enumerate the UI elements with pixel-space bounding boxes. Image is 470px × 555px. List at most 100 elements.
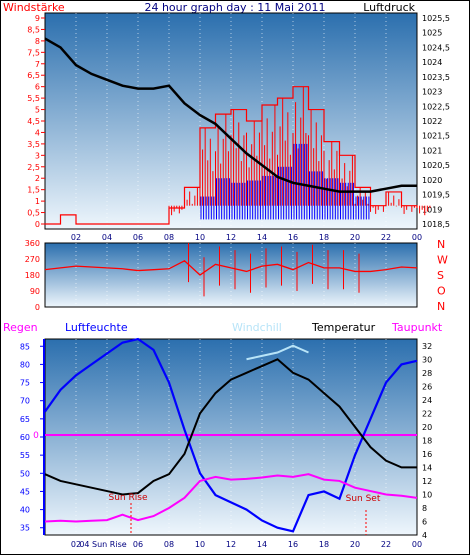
wind-speed-tick-label: 1 (35, 197, 40, 206)
time-tick-label: 22 (381, 233, 391, 242)
time-tick-label: 04 Sun Rise (79, 540, 126, 549)
humidity-tick-label: 40 (20, 506, 30, 515)
wind-speed-tick-label: 4,5 (27, 117, 40, 126)
pressure-tick-label: 1022,5 (422, 102, 450, 111)
humidity-temperature-panel: Regen Luftfeuchte Windchill Temperatur T… (3, 233, 443, 549)
time-tick-label: 14 (257, 540, 267, 549)
humidity-tick-label: 50 (20, 469, 30, 478)
wind-direction-tick-label: 90 (30, 287, 40, 296)
dewpoint-label: Taupunkt (391, 321, 443, 334)
wind-speed-tick-label: 3 (35, 151, 40, 160)
time-tick-label: 18 (319, 233, 329, 242)
humidity-tick-label: 55 (20, 451, 30, 460)
time-tick-label: 02 (71, 233, 81, 242)
pressure-tick-label: 1022 (422, 117, 442, 126)
time-tick-label: 16 (288, 540, 298, 549)
humidity-axis: 35 40 45 50 55 60 65 70 75 80 85 (20, 342, 44, 533)
top-series (44, 37, 431, 225)
wind-direction-axis: 0 90 180 270 360 (25, 239, 40, 312)
sunrise-label: Sun Rise (109, 493, 148, 503)
pressure-tick-label: 1021 (422, 146, 442, 155)
temperature-tick-label: 16 (422, 450, 432, 459)
humidity-tick-label: 65 (20, 415, 30, 424)
wind-direction-tick-label: 360 (25, 239, 40, 248)
temperature-tick-label: 14 (422, 463, 432, 472)
time-tick-label: 18 (319, 540, 329, 549)
time-tick-label: 00 (412, 233, 422, 242)
wind-speed-tick-label: 2,5 (27, 163, 40, 172)
pressure-tick-label: 1021,5 (422, 132, 450, 141)
pressure-tick-label: 1019 (422, 205, 442, 214)
wind-speed-tick-label: 9 (35, 14, 40, 23)
pressure-tick-label: 1024,5 (422, 43, 450, 52)
wind-speed-tick-label: 8 (35, 37, 40, 46)
pressure-tick-label: 1025,5 (422, 14, 450, 23)
pressure-tick-label: 1023 (422, 88, 442, 97)
pressure-axis: 1018,5 1019 1019,5 1020 1020,5 1021 1021,5 1022… (422, 14, 450, 229)
temperature-tick-label: 8 (422, 504, 427, 513)
pressure-tick-label: 1019,5 (422, 191, 450, 200)
middle-series (44, 243, 418, 297)
time-tick-label: 08 (164, 233, 174, 242)
temperature-tick-label: 4 (422, 531, 427, 540)
bottom-grid (75, 339, 387, 535)
time-tick-label: 10 (195, 540, 205, 549)
pressure-label: Luftdruck (363, 1, 415, 14)
temperature-tick-label: 6 (422, 517, 427, 526)
wind-speed-tick-label: 7,5 (27, 48, 40, 57)
windchill-label: Windchill (232, 321, 282, 334)
humidity-tick-label: 85 (20, 342, 30, 351)
wind-speed-tick-label: 7 (35, 60, 40, 69)
rain-label: Regen (3, 321, 38, 334)
humidity-line (44, 337, 418, 533)
wind-speed-tick-label: 8,5 (27, 25, 40, 34)
pressure-tick-label: 1024 (422, 58, 442, 67)
pressure-tick-label: 1023,5 (422, 73, 450, 82)
wind-speed-tick-label: 5 (35, 106, 40, 115)
time-tick-label: 00 (412, 540, 422, 549)
humidity-tick-label: 80 (20, 360, 30, 369)
temperature-tick-label: 18 (422, 436, 432, 445)
chart-title: 24 hour graph day : 11 Mai 2011 (144, 1, 325, 14)
wind-direction-tick-label: 180 (25, 271, 40, 280)
temperature-tick-label: 12 (422, 477, 432, 486)
time-tick-label: 06 (133, 540, 143, 549)
temperature-tick-label: 32 (422, 342, 432, 351)
compass-letter: N (437, 300, 445, 313)
wind-speed-label: Windstärke (3, 1, 65, 14)
humidity-label: Luftfeuchte (65, 321, 128, 334)
wind-speed-tick-label: 0,5 (27, 209, 40, 218)
time-tick-label: 12 (226, 540, 236, 549)
pressure-tick-label: 1020 (422, 176, 442, 185)
sunset-label: Sun Set (346, 494, 381, 504)
time-tick-label: 06 (133, 233, 143, 242)
temperature-tick-label: 24 (422, 396, 432, 405)
temperature-label: Temperatur (311, 321, 376, 334)
humidity-tick-label: 70 (20, 397, 30, 406)
pressure-line (44, 37, 417, 193)
time-tick-label: 04 (102, 233, 112, 242)
wind-speed-tick-label: 5,5 (27, 94, 40, 103)
humidity-tick-label: 35 (20, 524, 30, 533)
wind-pressure-panel: Windstärke 24 hour graph day : 11 Mai 20… (3, 1, 450, 230)
wind-direction-tick-label: 0 (35, 303, 40, 312)
humidity-tick-label: 45 (20, 487, 30, 496)
wind-speed-tick-label: 1,5 (27, 186, 40, 195)
time-tick-label: 02 (71, 540, 81, 549)
temperature-axis: 4 6 8 10 12 14 16 18 20 22 24 26 28 30 32 (422, 342, 432, 540)
wind-speed-tick-label: 6,5 (27, 71, 40, 80)
pressure-tick-label: 1020,5 (422, 161, 450, 170)
time-tick-label: 10 (195, 233, 205, 242)
bottom-plot-area (44, 338, 418, 536)
temperature-tick-label: 26 (422, 382, 432, 391)
compass-letter: W (437, 254, 448, 267)
wind-speed-tick-label: 4 (35, 128, 40, 137)
compass-letter: O (437, 285, 446, 298)
wind-speed-tick-label: 0 (35, 220, 40, 229)
time-tick-label: 12 (226, 233, 236, 242)
wind-direction-tick-label: 270 (25, 255, 40, 264)
